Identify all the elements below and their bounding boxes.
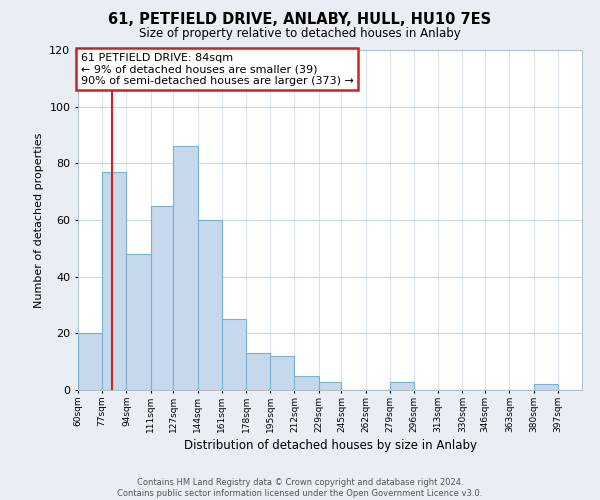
Y-axis label: Number of detached properties: Number of detached properties (34, 132, 44, 308)
Bar (270, 356, 295, 390)
Bar (390, 382, 414, 390)
X-axis label: Distribution of detached houses by size in Anlaby: Distribution of detached houses by size … (184, 439, 476, 452)
Text: Contains HM Land Registry data © Crown copyright and database right 2024.
Contai: Contains HM Land Registry data © Crown c… (118, 478, 482, 498)
Bar (319, 382, 341, 390)
Text: Size of property relative to detached houses in Anlaby: Size of property relative to detached ho… (139, 28, 461, 40)
Bar (78, 334, 102, 390)
Bar (197, 220, 222, 390)
Bar (173, 146, 197, 390)
Bar (222, 319, 246, 390)
Bar (102, 172, 127, 390)
Bar (127, 254, 151, 390)
Text: 61 PETFIELD DRIVE: 84sqm
← 9% of detached houses are smaller (39)
90% of semi-de: 61 PETFIELD DRIVE: 84sqm ← 9% of detache… (81, 53, 354, 86)
Bar (295, 376, 319, 390)
Bar (151, 206, 173, 390)
Bar (533, 384, 558, 390)
Bar (246, 353, 270, 390)
Text: 61, PETFIELD DRIVE, ANLABY, HULL, HU10 7ES: 61, PETFIELD DRIVE, ANLABY, HULL, HU10 7… (109, 12, 491, 28)
